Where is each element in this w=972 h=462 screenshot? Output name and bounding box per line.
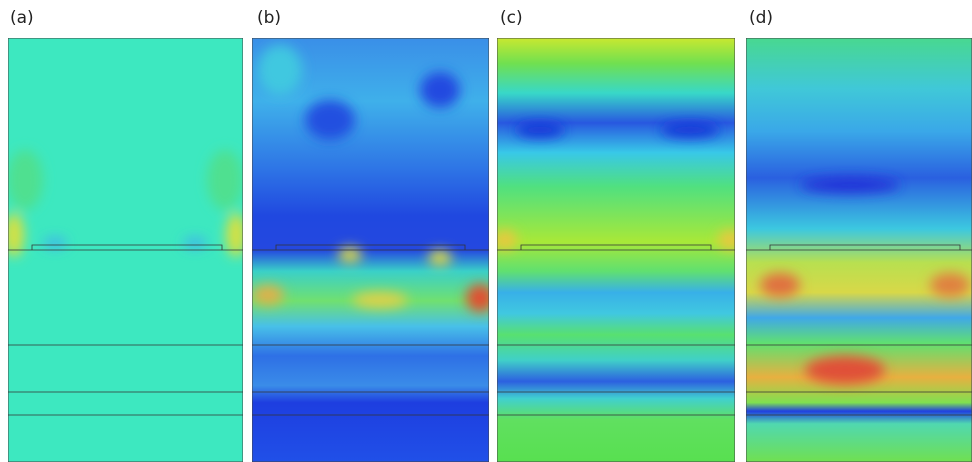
page: {"panels": [{"label": "(a)"}, {"label": … xyxy=(0,0,972,462)
panel-a xyxy=(4,38,246,462)
panel-label: (a) xyxy=(10,8,34,28)
panel-b xyxy=(252,38,494,462)
panel-d xyxy=(746,38,972,462)
figure: (a) (b) (c) (d) xyxy=(0,0,972,462)
panel-label: (c) xyxy=(500,8,523,28)
panel-c xyxy=(493,38,742,462)
panel-label: (d) xyxy=(749,8,773,28)
panel-label: (b) xyxy=(257,8,281,28)
